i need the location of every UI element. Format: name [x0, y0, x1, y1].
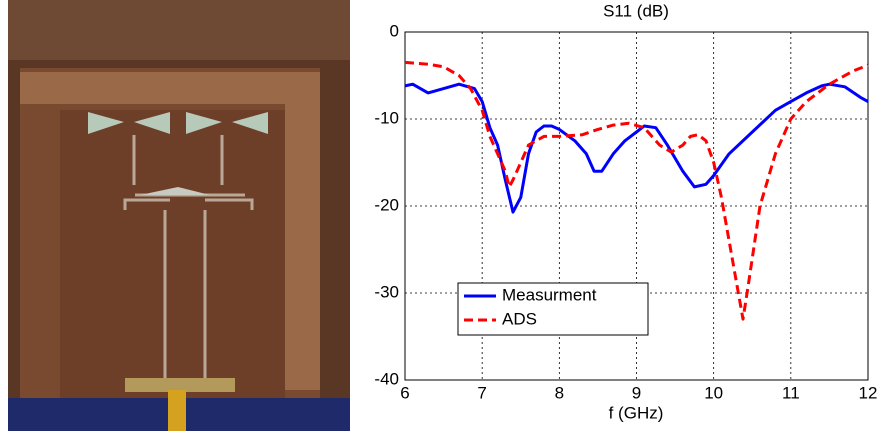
y-tick-label: -30 [374, 282, 399, 301]
legend-label: ADS [502, 309, 537, 328]
plot-frame [404, 31, 869, 381]
data-line [404, 60, 869, 321]
y-tick-label: -40 [374, 369, 399, 388]
x-tick-label: 12 [859, 383, 878, 402]
x-tick-label: 11 [782, 383, 800, 402]
x-tick-label: 8 [555, 383, 564, 402]
antenna-photo [8, 0, 350, 431]
x-tick-label: 10 [704, 383, 723, 402]
data-line [404, 82, 869, 214]
legend-label: Measurment [502, 285, 597, 304]
x-tick-label: 7 [477, 383, 486, 402]
chart-title: S11 (dB) [603, 1, 669, 20]
y-tick-label: 0 [390, 21, 399, 40]
y-tick-label: -10 [374, 108, 399, 127]
x-tick-label: 9 [632, 383, 641, 402]
x-axis-label: f (GHz) [609, 403, 664, 422]
y-tick-label: -20 [374, 195, 399, 214]
legend-box [457, 282, 649, 336]
x-tick-label: 6 [400, 383, 409, 402]
